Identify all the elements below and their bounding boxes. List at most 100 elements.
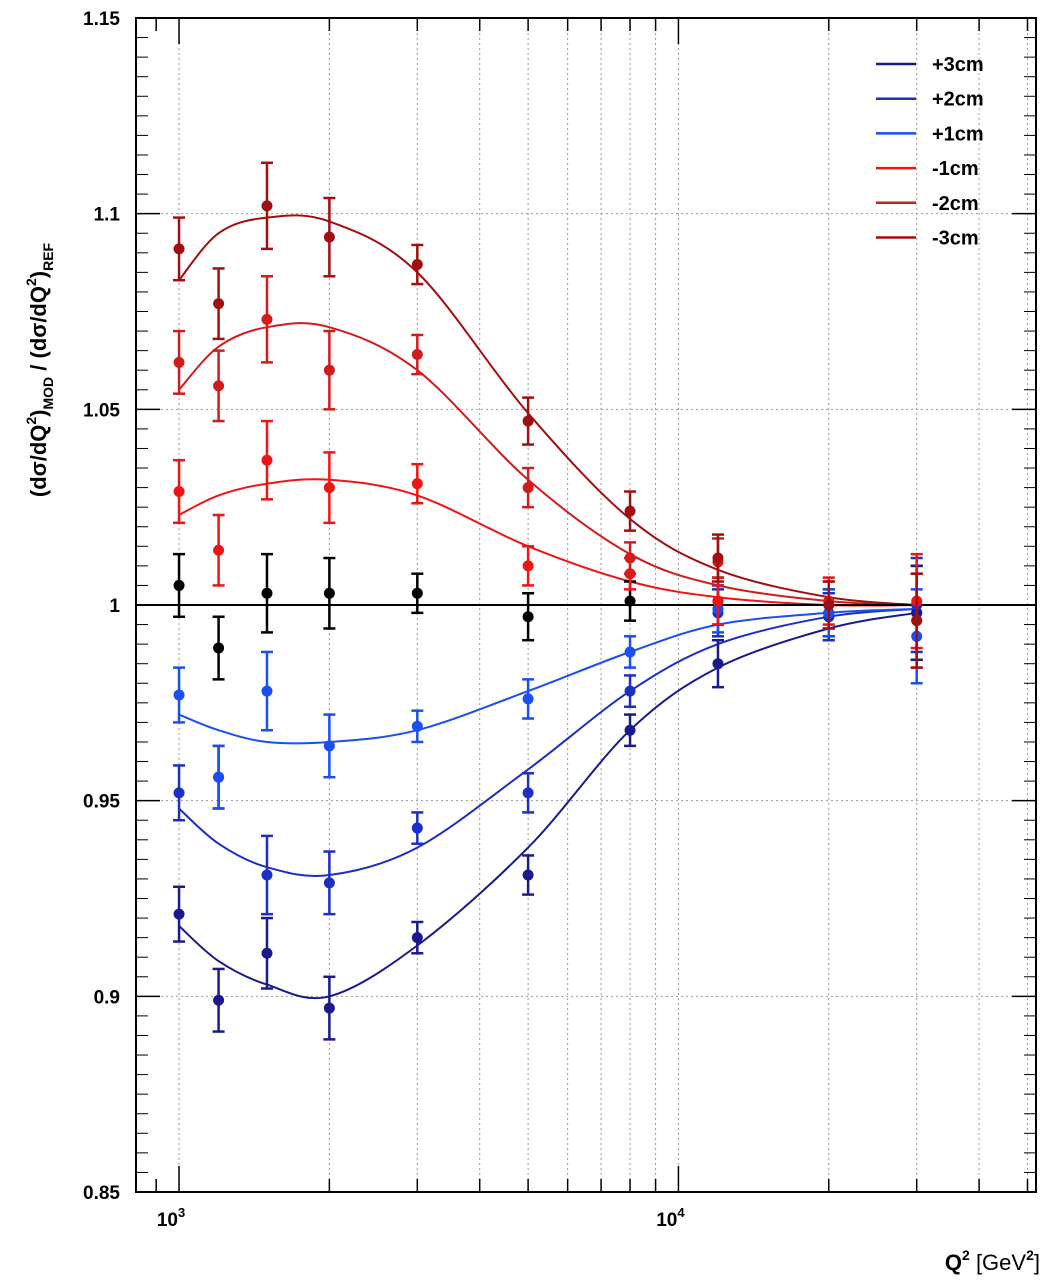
data-point-+1cm xyxy=(323,713,336,779)
data-point-reference xyxy=(260,552,273,634)
marker xyxy=(261,587,273,599)
data-point-+1cm xyxy=(212,744,225,810)
data-point--2cm xyxy=(212,349,225,423)
marker xyxy=(522,560,534,572)
data-point--1cm xyxy=(212,513,225,587)
data-point-reference xyxy=(323,556,336,630)
data-point-+1cm xyxy=(173,666,186,724)
axes xyxy=(135,17,1037,1193)
data-point--3cm xyxy=(522,396,535,446)
marker xyxy=(261,685,273,697)
marker xyxy=(261,454,273,466)
marker xyxy=(261,313,273,325)
marker xyxy=(411,932,423,944)
marker xyxy=(823,599,835,611)
data-point-reference xyxy=(212,615,225,681)
marker xyxy=(323,482,335,494)
data-point-+2cm xyxy=(323,850,336,916)
data-point-+2cm xyxy=(411,811,424,845)
data-point-reference xyxy=(411,572,424,615)
data-point-+1cm xyxy=(624,635,637,669)
data-point-+1cm xyxy=(260,650,273,732)
marker xyxy=(323,364,335,376)
data-point--3cm xyxy=(323,196,336,278)
marker xyxy=(411,822,423,834)
data-point--3cm xyxy=(173,216,186,282)
data-point--3cm xyxy=(822,580,835,630)
data-point-+3cm xyxy=(323,975,336,1041)
legend-label--1cm: -1cm xyxy=(932,158,979,180)
data-point-+3cm xyxy=(212,967,225,1033)
data-point--3cm xyxy=(910,572,923,669)
fit-curves xyxy=(178,214,917,1000)
marker xyxy=(411,478,423,490)
y-tick-label: 0.9 xyxy=(94,987,120,1008)
fit-curve-+1cm xyxy=(178,607,917,745)
y-tick-label: 1 xyxy=(109,596,120,617)
data-point--2cm xyxy=(260,275,273,364)
x-axis-title: Q2 [GeV2] xyxy=(945,1247,1040,1275)
marker xyxy=(173,787,185,799)
marker xyxy=(624,552,636,564)
y-tick-label: 1.1 xyxy=(94,205,121,226)
data-point-reference xyxy=(522,592,535,642)
data-point-+2cm xyxy=(624,674,637,708)
marker xyxy=(173,243,185,255)
data-point-reference xyxy=(173,552,186,618)
data-point--1cm xyxy=(522,545,535,587)
data-point--2cm xyxy=(624,541,637,575)
marker xyxy=(522,869,534,881)
marker xyxy=(522,482,534,494)
tick-labels: 0.85 0.9 0.95 1 1.05 1.1 1.15 103 104 xyxy=(83,9,685,1231)
fit-curve--1cm xyxy=(178,478,917,607)
y-tick-label: 0.85 xyxy=(83,1183,120,1204)
data-point-+3cm xyxy=(711,638,724,689)
data-point-+1cm xyxy=(522,678,535,720)
marker xyxy=(323,740,335,752)
marker xyxy=(261,200,273,212)
data-point--3cm xyxy=(711,533,724,583)
x-tick-label: 104 xyxy=(656,1205,685,1231)
fit-curve--3cm xyxy=(178,214,917,606)
data-point-+3cm xyxy=(260,916,273,990)
marker xyxy=(213,380,225,392)
marker xyxy=(213,642,225,654)
data-point-+2cm xyxy=(522,772,535,814)
marker xyxy=(712,658,724,670)
y-tick-label: 0.95 xyxy=(83,792,120,813)
marker xyxy=(624,505,636,517)
marker xyxy=(213,994,225,1006)
marker xyxy=(624,685,636,697)
legend: +3cm +2cm +1cm -1cm -2cm -3cm xyxy=(876,54,984,250)
marker xyxy=(173,356,185,368)
legend-label--2cm: -2cm xyxy=(932,193,979,215)
fit-curve--2cm xyxy=(178,322,917,606)
marker xyxy=(323,877,335,889)
marker xyxy=(323,231,335,243)
data-point--1cm xyxy=(260,419,273,501)
marker xyxy=(522,415,534,427)
marker xyxy=(173,689,185,701)
marker xyxy=(624,646,636,658)
data-points xyxy=(173,161,923,1041)
marker xyxy=(522,787,534,799)
marker xyxy=(522,611,534,623)
marker xyxy=(624,724,636,736)
data-point--2cm xyxy=(323,329,336,411)
data-point--2cm xyxy=(173,329,186,395)
marker xyxy=(173,486,185,498)
marker xyxy=(323,1002,335,1014)
data-point--1cm xyxy=(323,451,336,525)
marker xyxy=(323,587,335,599)
legend-label-+1cm: +1cm xyxy=(932,123,984,145)
marker xyxy=(213,771,225,783)
marker xyxy=(261,947,273,959)
marker xyxy=(911,615,923,627)
data-point--2cm xyxy=(522,466,535,509)
y-tick-label: 1.15 xyxy=(83,9,120,30)
marker xyxy=(411,587,423,599)
marker xyxy=(213,544,225,556)
data-point--3cm xyxy=(624,490,637,532)
marker xyxy=(712,552,724,564)
